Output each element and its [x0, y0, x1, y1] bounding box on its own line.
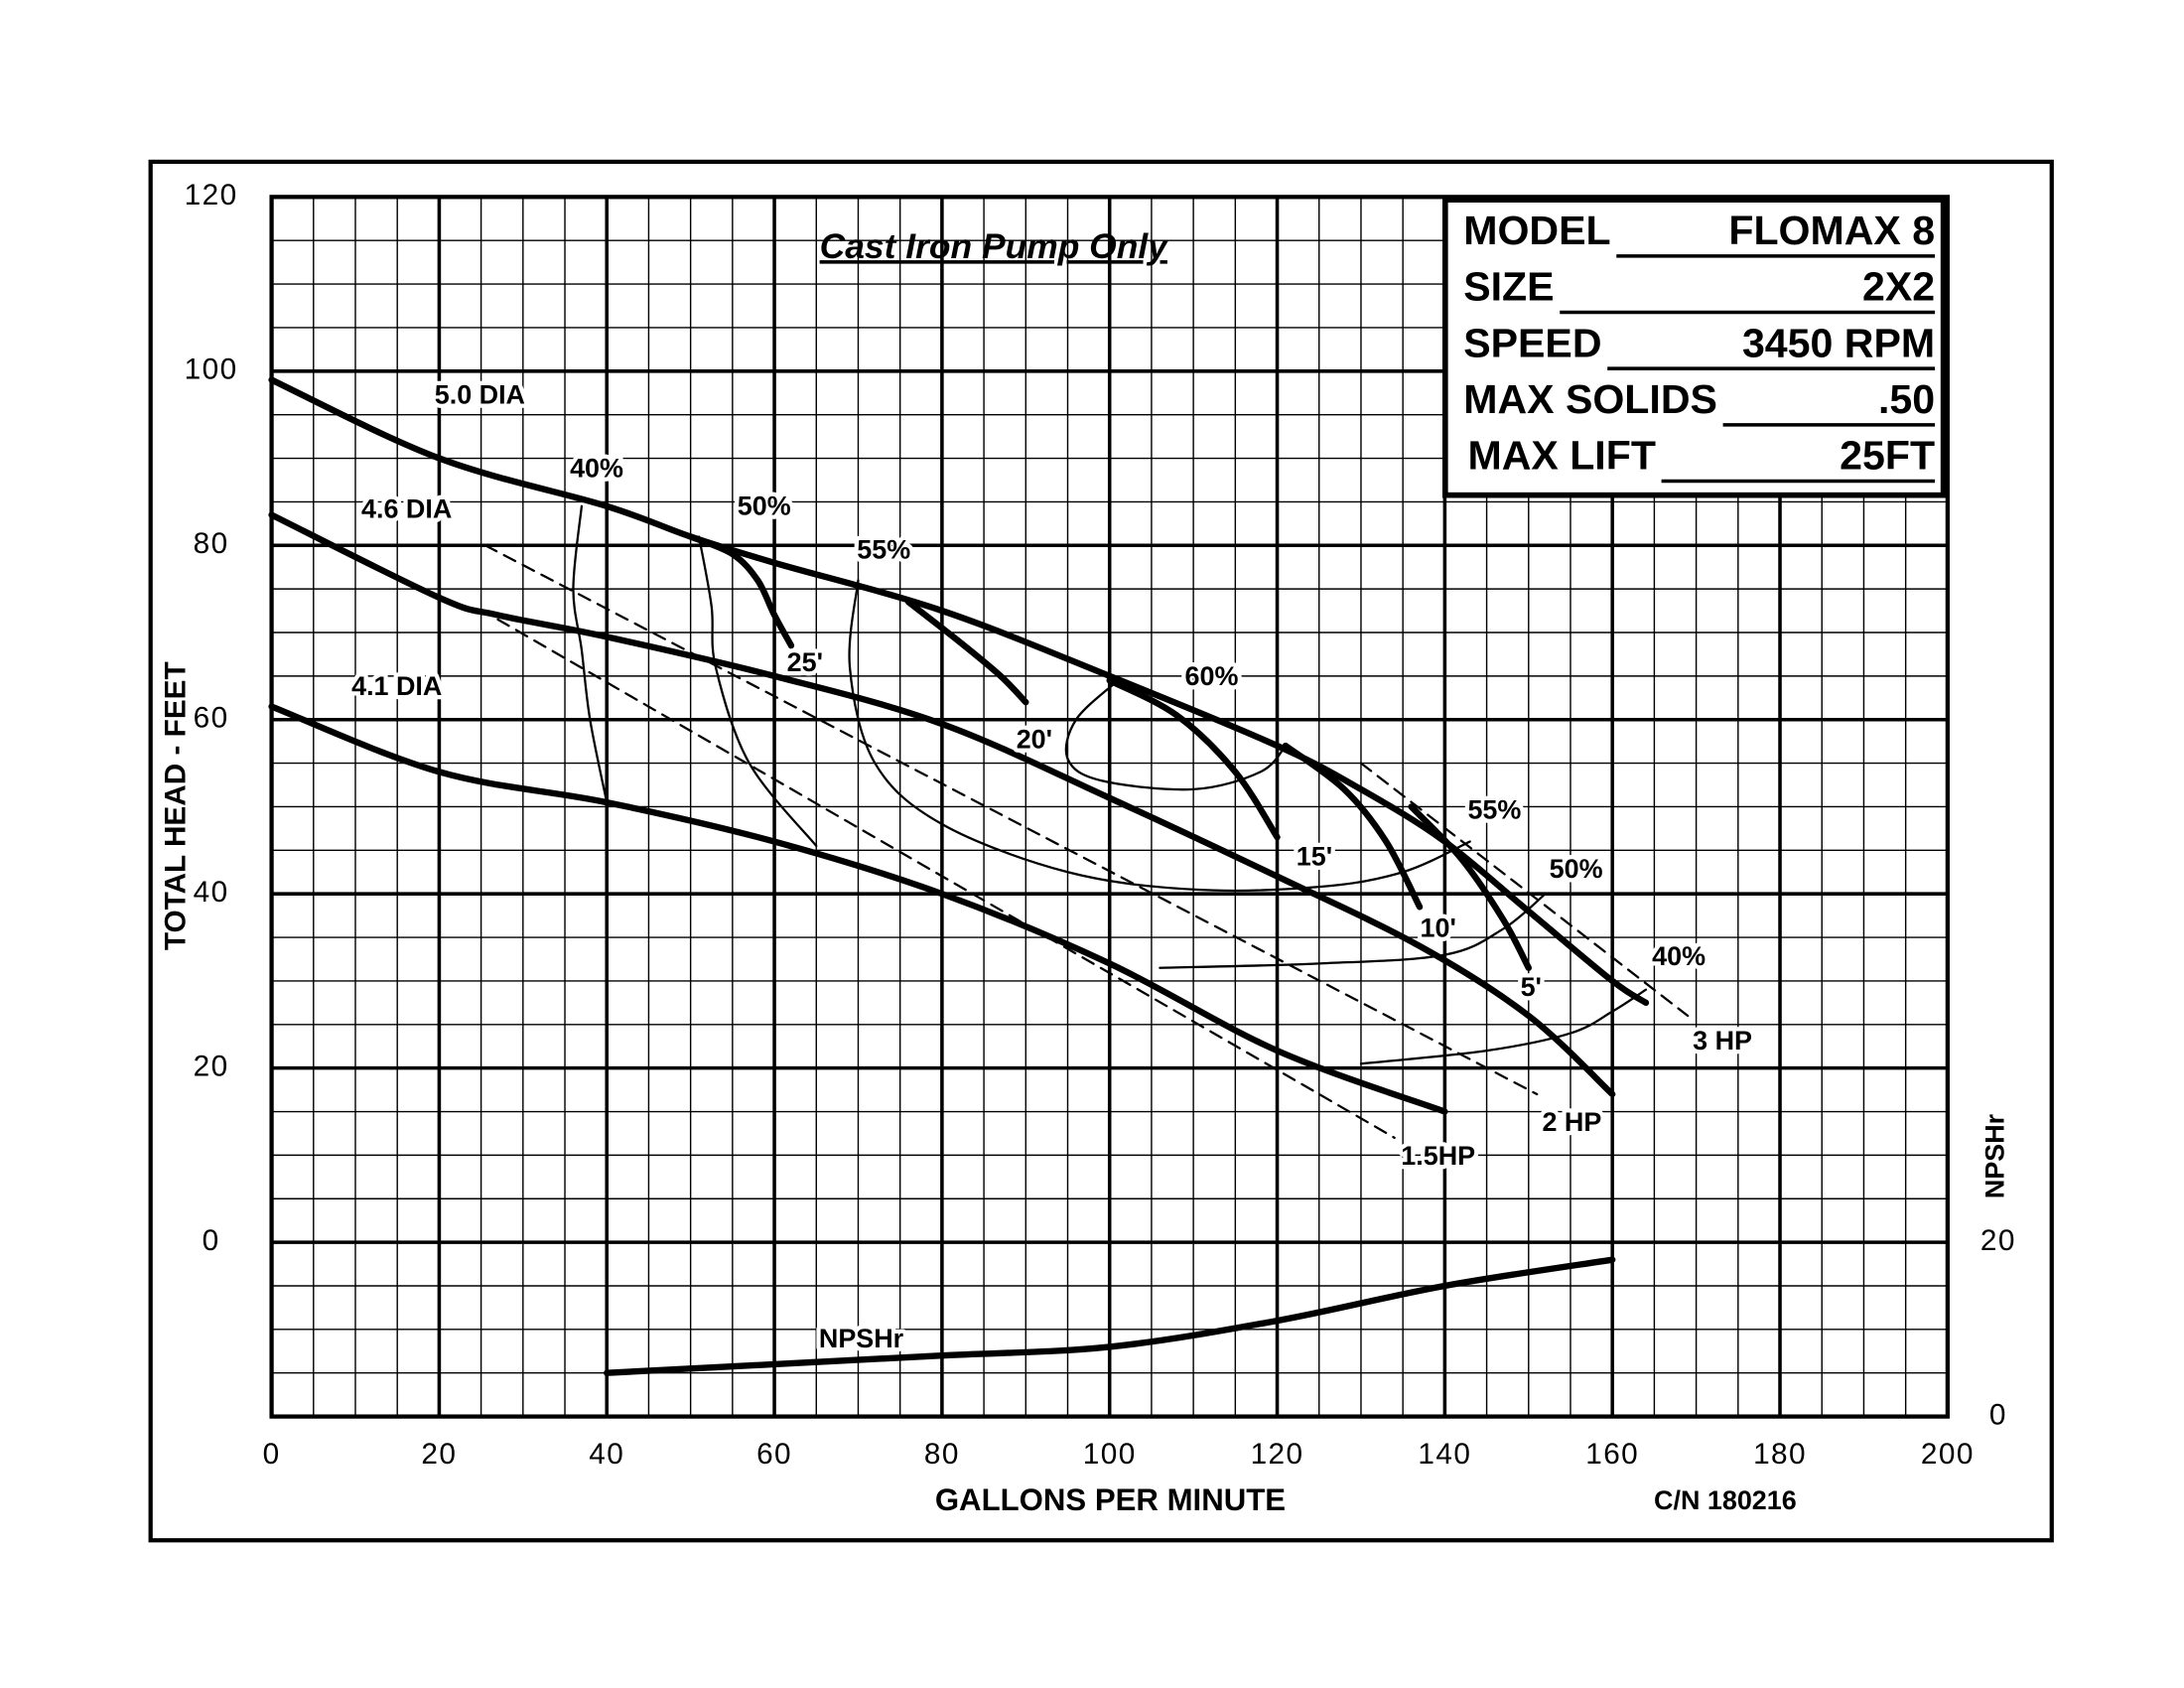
info-label: MAX SOLIDS: [1463, 376, 1717, 422]
curve: [604, 1256, 1616, 1376]
x-tick-label: 40: [589, 1438, 624, 1471]
x-tick-label: 200: [1921, 1438, 1975, 1471]
info-value: 25FT: [1840, 433, 1935, 479]
x-tick-label: 120: [1251, 1438, 1304, 1471]
x-tick-label: 100: [1083, 1438, 1137, 1471]
curve-label: NPSHr: [819, 1324, 904, 1353]
y2-tick-label: 20: [1980, 1224, 2016, 1257]
grid: [269, 195, 1950, 1419]
y-axis-title: TOTAL HEAD - FEET: [159, 661, 192, 950]
curve-label: 3 HP: [1693, 1026, 1752, 1055]
outer-frame: [148, 159, 2054, 1543]
y-tick-label: 40: [194, 876, 229, 909]
curve: [268, 703, 1448, 1115]
curve: [1064, 679, 1288, 791]
labels: Cast Iron Pump Only GALLONS PER MINUTE C…: [159, 179, 2016, 1517]
curve: [848, 579, 1471, 893]
y2-tick-label: 0: [1989, 1398, 2007, 1431]
curve-label: 15': [1297, 841, 1332, 871]
curve-label: 5': [1521, 972, 1542, 1002]
curve-label: 25': [787, 647, 823, 677]
chart-title: Cast Iron Pump Only: [820, 226, 1170, 266]
y-tick-label: 80: [194, 527, 229, 560]
curve: [687, 533, 795, 649]
x-tick-label: 160: [1585, 1438, 1639, 1471]
curve-label: 4.6 DIA: [361, 493, 452, 523]
info-value: .50: [1878, 376, 1935, 422]
y-tick-label: 100: [185, 353, 238, 386]
info-box: MODEL FLOMAX 8 SIZE 2X2 SPEED 3450 RPM MAX SOL…: [1441, 197, 1947, 498]
curve: [496, 618, 1396, 1139]
y-tick-label: 120: [185, 179, 238, 211]
curve-label: 10': [1421, 914, 1456, 943]
info-value: 2X2: [1862, 264, 1935, 310]
info-value: 3450 RPM: [1742, 320, 1935, 365]
curve: [483, 544, 1539, 1096]
curve-label: 55%: [857, 534, 910, 564]
info-frame: [1441, 197, 1947, 498]
curve-label: 5.0 DIA: [435, 380, 525, 410]
x-axis-title: GALLONS PER MINUTE: [935, 1482, 1286, 1517]
curve-label: 20': [1017, 725, 1052, 755]
curve-label: 40%: [570, 453, 623, 483]
info-label: SPEED: [1463, 320, 1601, 365]
y2-axis-title: NPSHr: [1980, 1113, 2010, 1198]
curve-label: 2 HP: [1542, 1107, 1601, 1137]
curve: [1106, 677, 1281, 841]
curves: [268, 376, 1690, 1376]
curve-label: 50%: [1550, 854, 1603, 884]
x-tick-label: 0: [263, 1438, 281, 1471]
x-tick-label: 60: [756, 1438, 792, 1471]
curve: [1408, 803, 1532, 971]
x-tick-label: 20: [421, 1438, 457, 1471]
x-tick-label: 140: [1418, 1438, 1471, 1471]
curve: [1282, 742, 1424, 911]
note: C/N 180216: [1654, 1485, 1797, 1515]
curve: [904, 599, 1029, 706]
curve: [572, 504, 1648, 1065]
x-tick-label: 80: [924, 1438, 960, 1471]
info-label: MODEL: [1463, 208, 1610, 253]
x-tick-label: 180: [1753, 1438, 1807, 1471]
plot-frame: [269, 195, 1950, 1419]
y-tick-label: 0: [203, 1224, 220, 1257]
info-label: SIZE: [1463, 264, 1554, 310]
curve-label: 60%: [1185, 661, 1239, 691]
curve-label: 1.5HP: [1401, 1141, 1475, 1171]
curve-label: 55%: [1467, 795, 1521, 825]
y-tick-label: 60: [194, 702, 229, 735]
curve: [1359, 762, 1690, 1018]
curve-label: 40%: [1652, 941, 1706, 971]
info-label: MAX LIFT: [1467, 433, 1655, 479]
info-value: FLOMAX 8: [1728, 208, 1935, 253]
curve-label: 50%: [738, 492, 791, 521]
y-tick-label: 20: [194, 1051, 229, 1083]
curve: [268, 376, 1650, 1007]
curve-label: 4.1 DIA: [351, 671, 442, 701]
